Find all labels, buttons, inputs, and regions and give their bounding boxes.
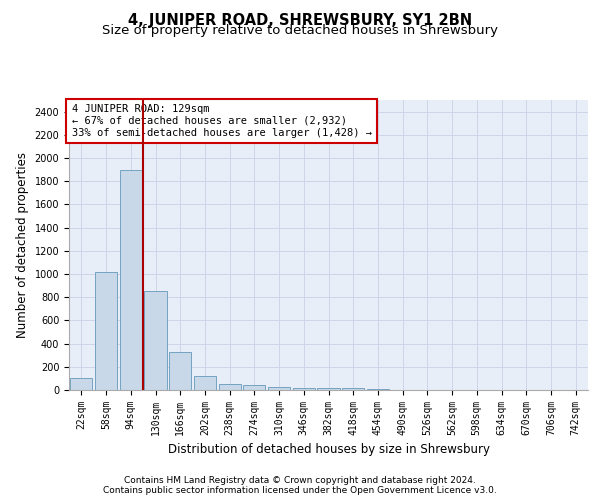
X-axis label: Distribution of detached houses by size in Shrewsbury: Distribution of detached houses by size … bbox=[167, 444, 490, 456]
Bar bbox=[95, 272, 117, 390]
Bar bbox=[293, 388, 315, 390]
Text: 4, JUNIPER ROAD, SHREWSBURY, SY1 2BN: 4, JUNIPER ROAD, SHREWSBURY, SY1 2BN bbox=[128, 12, 472, 28]
Bar bbox=[317, 388, 340, 390]
Y-axis label: Number of detached properties: Number of detached properties bbox=[16, 152, 29, 338]
Bar bbox=[243, 385, 265, 390]
Text: Contains public sector information licensed under the Open Government Licence v3: Contains public sector information licen… bbox=[103, 486, 497, 495]
Bar bbox=[342, 388, 364, 390]
Bar bbox=[169, 352, 191, 390]
Bar bbox=[218, 384, 241, 390]
Bar bbox=[145, 291, 167, 390]
Bar bbox=[194, 376, 216, 390]
Bar bbox=[119, 170, 142, 390]
Text: 4 JUNIPER ROAD: 129sqm
← 67% of detached houses are smaller (2,932)
33% of semi-: 4 JUNIPER ROAD: 129sqm ← 67% of detached… bbox=[71, 104, 371, 138]
Bar bbox=[268, 386, 290, 390]
Text: Size of property relative to detached houses in Shrewsbury: Size of property relative to detached ho… bbox=[102, 24, 498, 37]
Text: Contains HM Land Registry data © Crown copyright and database right 2024.: Contains HM Land Registry data © Crown c… bbox=[124, 476, 476, 485]
Bar bbox=[70, 378, 92, 390]
